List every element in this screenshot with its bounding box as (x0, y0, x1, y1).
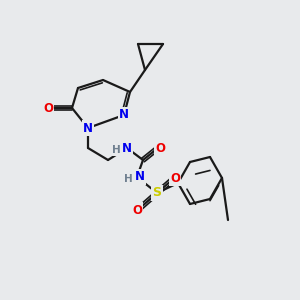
Text: O: O (132, 203, 142, 217)
Text: O: O (155, 142, 165, 154)
Text: O: O (43, 101, 53, 115)
Text: N: N (135, 170, 145, 184)
Text: H: H (112, 145, 120, 155)
Text: N: N (122, 142, 132, 154)
Text: S: S (152, 187, 161, 200)
Text: N: N (119, 109, 129, 122)
Text: H: H (124, 174, 132, 184)
Text: O: O (170, 172, 180, 184)
Text: N: N (83, 122, 93, 134)
